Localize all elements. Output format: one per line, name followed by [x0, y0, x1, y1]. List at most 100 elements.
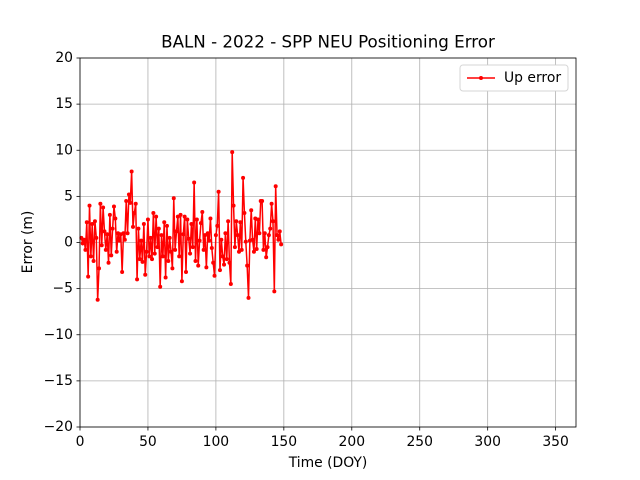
data-point — [190, 245, 195, 250]
data-point — [90, 222, 95, 227]
data-point — [223, 231, 228, 236]
x-tick-label: 150 — [271, 434, 298, 450]
data-point — [192, 180, 197, 185]
data-point — [132, 210, 137, 215]
data-point — [80, 241, 85, 246]
data-point — [217, 268, 222, 273]
data-point — [169, 249, 174, 254]
data-point — [148, 235, 153, 240]
y-tick-label: −10 — [44, 327, 73, 343]
data-point — [92, 219, 97, 224]
data-point — [143, 272, 148, 277]
data-point — [121, 231, 126, 236]
data-point — [164, 223, 169, 228]
data-point — [222, 262, 227, 267]
data-point — [155, 245, 160, 250]
data-point — [135, 277, 140, 282]
data-point — [197, 238, 202, 243]
data-point — [159, 233, 164, 238]
data-point — [130, 224, 135, 229]
data-point — [238, 220, 243, 225]
data-point — [183, 270, 188, 275]
data-point — [106, 260, 111, 265]
data-point — [207, 238, 212, 243]
x-tick-label: 200 — [339, 434, 366, 450]
data-point — [86, 274, 91, 279]
data-point — [181, 232, 186, 237]
data-point — [99, 243, 104, 248]
data-point — [101, 205, 106, 210]
data-point — [227, 260, 232, 265]
x-axis-label: Time (DOY) — [288, 455, 368, 471]
data-point — [264, 255, 269, 260]
data-point — [94, 235, 99, 240]
data-point — [208, 216, 213, 221]
data-point — [228, 282, 233, 287]
chart-title: BALN - 2022 - SPP NEU Positioning Error — [161, 32, 495, 52]
y-tick-label: 10 — [55, 142, 73, 158]
data-point — [246, 295, 251, 300]
y-tick-label: 20 — [55, 50, 73, 66]
data-point — [97, 266, 102, 271]
plot-frame — [79, 57, 577, 428]
data-point — [193, 258, 198, 263]
data-point — [171, 196, 176, 201]
data-point — [122, 237, 127, 242]
data-point — [105, 232, 110, 237]
data-point — [162, 220, 167, 225]
data-point — [224, 257, 229, 262]
data-point — [136, 226, 141, 231]
y-tick-label: 0 — [64, 235, 73, 251]
y-tick-label: −5 — [53, 281, 73, 297]
y-tick-label: 15 — [55, 96, 73, 112]
y-tick-label: −15 — [44, 373, 73, 389]
data-point — [102, 229, 107, 234]
data-point — [107, 212, 112, 217]
data-point — [239, 247, 244, 252]
data-point — [211, 260, 216, 265]
data-point — [241, 175, 246, 180]
data-point — [242, 210, 247, 215]
data-point — [215, 223, 220, 228]
data-point — [205, 231, 210, 236]
data-point — [232, 245, 237, 250]
data-point — [268, 226, 273, 231]
data-point — [103, 247, 108, 252]
x-tick-label: 250 — [406, 434, 433, 450]
data-point — [167, 235, 172, 240]
data-point — [188, 251, 193, 256]
data-point — [91, 258, 96, 263]
data-point — [179, 279, 184, 284]
data-point — [126, 192, 131, 197]
data-point — [158, 284, 163, 289]
data-point — [166, 258, 171, 263]
data-point — [261, 247, 266, 252]
data-point — [110, 226, 115, 231]
data-point — [201, 247, 206, 252]
data-point — [270, 219, 275, 224]
data-point — [219, 237, 224, 242]
data-point — [209, 246, 214, 251]
data-point — [117, 238, 122, 243]
data-point — [234, 219, 239, 224]
data-point — [163, 275, 168, 280]
data-point — [226, 219, 231, 224]
data-point — [170, 266, 175, 271]
data-point — [269, 201, 274, 206]
data-point — [120, 270, 125, 275]
data-point — [185, 217, 190, 222]
data-point — [243, 239, 248, 244]
data-point — [147, 254, 152, 259]
data-point — [220, 254, 225, 259]
data-point — [156, 226, 161, 231]
data-point — [152, 251, 157, 256]
data-point — [265, 245, 270, 250]
data-point — [194, 217, 199, 222]
data-point — [124, 198, 129, 203]
legend-label: Up error — [504, 70, 561, 86]
data-point — [111, 204, 116, 209]
data-point — [141, 222, 146, 227]
data-point — [174, 229, 179, 234]
legend-marker — [479, 76, 483, 80]
data-point — [154, 214, 159, 219]
